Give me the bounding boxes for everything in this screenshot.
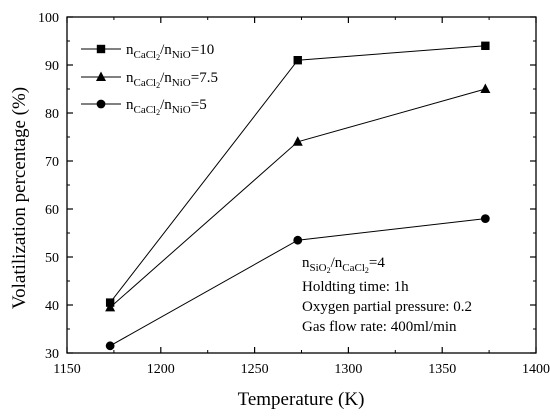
data-point	[293, 56, 302, 65]
data-point	[480, 83, 491, 93]
series-group	[105, 41, 491, 351]
legend-marker	[96, 99, 106, 109]
data-point	[105, 341, 115, 351]
x-axis-ticks: 1150 1200 1250 1300 1350 1400	[53, 17, 550, 377]
series-line-2	[109, 88, 486, 308]
annotation-ratio: nSiO2/nCaCl2=4	[302, 255, 385, 275]
y-tick-label: 60	[45, 203, 59, 218]
y-axis-title: Volatilization percentage (%)	[9, 87, 30, 309]
annotation-box: nSiO2/nCaCl2=4 Holdting time: 1h Oxygen pa…	[302, 255, 472, 335]
data-point	[293, 235, 303, 245]
data-point	[292, 136, 303, 146]
y-tick-label: 30	[45, 347, 59, 362]
data-point	[481, 41, 490, 50]
legend-marker	[96, 44, 106, 54]
legend-label: nCaCl2/nNiO=5	[126, 97, 207, 117]
x-tick-label: 1300	[334, 362, 362, 377]
x-tick-label: 1350	[428, 362, 456, 377]
x-tick-label: 1400	[522, 362, 550, 377]
legend-label: nCaCl2/nNiO=7.5	[126, 70, 218, 90]
legend: nCaCl2/nNiO=10 nCaCl2/nNiO=7.5 nCaCl2/nNiO…	[81, 42, 218, 117]
y-tick-label: 100	[38, 11, 59, 26]
annotation-line: Holdting time: 1h	[302, 279, 409, 295]
y-tick-label: 70	[45, 155, 59, 170]
y-axis-ticks: 30 40 50 60 70 80 90 100	[38, 11, 536, 362]
y-tick-label: 50	[45, 251, 59, 266]
y-tick-label: 80	[45, 107, 59, 122]
legend-label: nCaCl2/nNiO=10	[126, 42, 214, 62]
y-tick-label: 90	[45, 59, 59, 74]
annotation-line: Gas flow rate: 400ml/min	[302, 319, 457, 335]
x-tick-label: 1250	[241, 362, 269, 377]
data-point	[105, 301, 116, 312]
annotation-line: Oxygen partial pressure: 0.2	[302, 299, 472, 315]
x-axis-title: Temperature (K)	[238, 389, 365, 410]
x-tick-label: 1200	[147, 362, 175, 377]
data-point	[480, 214, 490, 224]
y-tick-label: 40	[45, 299, 59, 314]
x-tick-label: 1150	[53, 362, 80, 377]
legend-marker	[96, 71, 106, 81]
